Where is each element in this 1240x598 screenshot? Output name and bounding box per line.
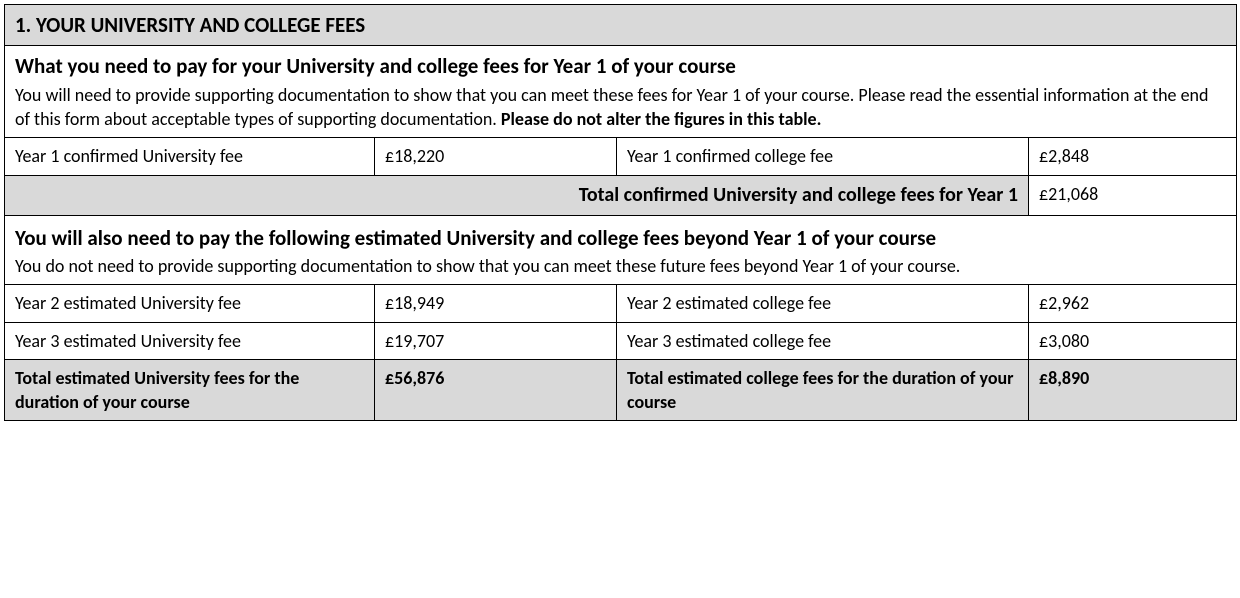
beyond-col-total-label: Total estimated college fees for the dur… [617, 359, 1029, 421]
year1-col-label: Year 1 confirmed college fee [617, 138, 1029, 175]
beyond-body: You do not need to provide supporting do… [15, 254, 1226, 278]
year1-body: You will need to provide supporting docu… [15, 83, 1226, 132]
year1-total-row: Total confirmed University and college f… [5, 175, 1237, 215]
year1-body-bold: Please do not alter the figures in this … [501, 108, 822, 130]
section-header-text: 1. YOUR UNIVERSITY AND COLLEGE FEES [15, 12, 365, 38]
year2-col-value: £2,962 [1029, 285, 1237, 322]
year1-intro: What you need to pay for your University… [5, 46, 1237, 138]
year3-uni-label: Year 3 estimated University fee [5, 322, 375, 359]
year1-total-value: £21,068 [1029, 175, 1237, 215]
year1-fee-row: Year 1 confirmed University fee £18,220 … [5, 138, 1237, 175]
year1-total-label: Total confirmed University and college f… [579, 183, 1018, 207]
year3-col-label: Year 3 estimated college fee [617, 322, 1029, 359]
year2-fee-row: Year 2 estimated University fee £18,949 … [5, 285, 1237, 322]
beyond-totals-row: Total estimated University fees for the … [5, 359, 1237, 421]
beyond-uni-total-label: Total estimated University fees for the … [5, 359, 375, 421]
fees-table: 1. YOUR UNIVERSITY AND COLLEGE FEES What… [4, 4, 1237, 421]
year3-uni-value: £19,707 [375, 322, 617, 359]
beyond-intro: You will also need to pay the following … [5, 215, 1237, 285]
year1-uni-value: £18,220 [375, 138, 617, 175]
beyond-subhead: You will also need to pay the following … [15, 224, 1226, 252]
year2-col-label: Year 2 estimated college fee [617, 285, 1029, 322]
year1-uni-label: Year 1 confirmed University fee [5, 138, 375, 175]
year3-col-value: £3,080 [1029, 322, 1237, 359]
year2-uni-label: Year 2 estimated University fee [5, 285, 375, 322]
year2-uni-value: £18,949 [375, 285, 617, 322]
section-header: 1. YOUR UNIVERSITY AND COLLEGE FEES [5, 5, 1237, 46]
beyond-uni-total-value: £56,876 [375, 359, 617, 421]
beyond-col-total-value: £8,890 [1029, 359, 1237, 421]
year1-total-label-cell: Total confirmed University and college f… [5, 175, 1029, 215]
year1-col-value: £2,848 [1029, 138, 1237, 175]
year3-fee-row: Year 3 estimated University fee £19,707 … [5, 322, 1237, 359]
year1-subhead: What you need to pay for your University… [15, 52, 1226, 80]
